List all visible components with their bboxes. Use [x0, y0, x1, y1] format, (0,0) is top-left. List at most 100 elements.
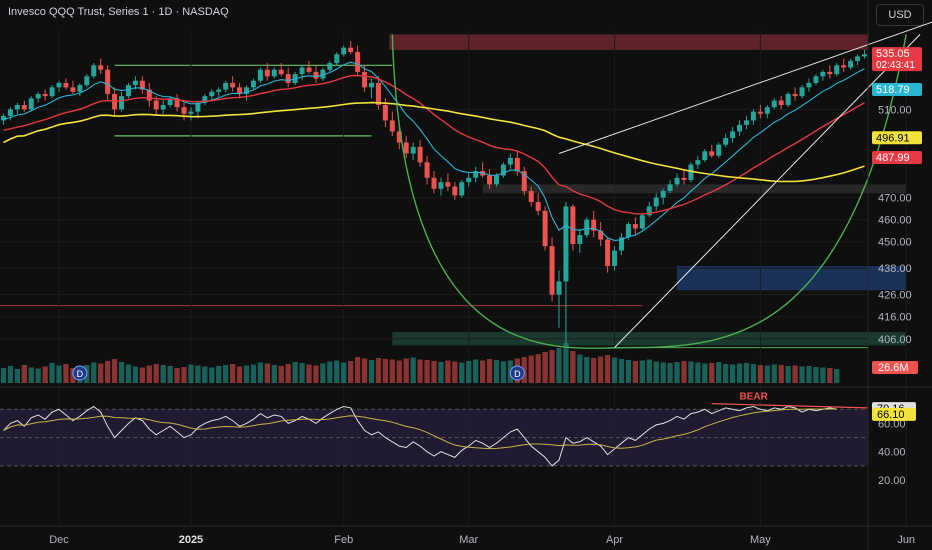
volume-bar — [334, 360, 340, 383]
candle-body — [84, 76, 90, 86]
candle-body — [327, 63, 333, 70]
volume-bar — [771, 364, 777, 383]
volume-bar — [111, 359, 118, 383]
candle-body — [785, 93, 791, 105]
candle-body — [806, 82, 812, 88]
ema-mid-line — [3, 74, 865, 215]
volume-label-box — [872, 361, 918, 374]
x-tick-label: 2025 — [179, 534, 203, 546]
volume-bar — [181, 367, 187, 383]
x-tick-label: Jun — [897, 534, 915, 546]
candle-body — [167, 98, 173, 105]
candle-body — [278, 69, 284, 75]
candle-body — [778, 100, 784, 105]
volume-bar — [292, 362, 298, 383]
candle-body — [834, 65, 840, 75]
volume-bar — [611, 357, 618, 383]
price-label: 487.99 — [876, 152, 910, 164]
volume-bar — [757, 365, 764, 383]
candle-body — [195, 102, 201, 112]
candle-body — [14, 104, 20, 110]
y-tick-label: 470.00 — [878, 193, 912, 205]
volume-bar — [750, 364, 757, 383]
candle-body — [35, 93, 41, 99]
volume-bar — [466, 361, 472, 383]
volume-bar — [736, 363, 743, 383]
candle-body — [188, 111, 194, 114]
candle-body — [410, 146, 416, 154]
volume-bar — [570, 351, 576, 383]
volume-bar — [209, 367, 215, 383]
volume-bar — [660, 362, 666, 383]
candle-body — [556, 281, 562, 295]
currency-button[interactable]: USD — [876, 4, 924, 26]
volume-bar — [723, 364, 729, 383]
volume-bar — [743, 363, 750, 383]
x-tick-label: Feb — [334, 534, 353, 546]
volume-bar — [313, 365, 319, 383]
volume-bar — [195, 365, 201, 383]
volume-bar — [764, 365, 770, 383]
volume-bar — [792, 365, 798, 383]
candle-body — [132, 80, 138, 86]
volume-bar — [354, 357, 361, 383]
candle-body — [591, 219, 597, 231]
volume-bar — [361, 358, 368, 383]
candle-body — [716, 144, 722, 156]
x-tick-label: Dec — [49, 534, 69, 546]
y-tick-label: 450.00 — [878, 237, 912, 249]
chart-title: Invesco QQQ Trust, Series 1 · 1D · NASDA… — [8, 6, 229, 18]
y-tick-label: 406.00 — [878, 334, 912, 346]
volume-bar — [813, 367, 819, 383]
candle-body — [577, 235, 583, 244]
candle-body — [827, 71, 833, 75]
volume-bar — [403, 358, 409, 383]
candle-body — [695, 160, 701, 165]
sma-long-line — [3, 101, 865, 183]
candle-body — [848, 60, 854, 68]
volume-bar — [202, 366, 208, 383]
candle-body — [855, 56, 861, 61]
candle-body — [618, 237, 624, 251]
rsi-tick-label: 40.00 — [878, 447, 906, 459]
volume-bar — [820, 367, 826, 383]
candle-body — [452, 186, 458, 196]
volume-bar — [229, 364, 236, 383]
candle-body — [799, 87, 805, 97]
volume-bar — [125, 364, 132, 383]
candle-body — [334, 54, 340, 64]
volume-bar — [653, 361, 659, 383]
volume-bar — [104, 361, 111, 383]
y-tick-label: 438.00 — [878, 263, 912, 275]
candle-body — [417, 146, 423, 163]
price-label-box — [872, 150, 922, 164]
volume-bar — [257, 362, 264, 383]
candle-body — [264, 69, 270, 77]
price-label-box — [872, 131, 922, 145]
candle-body — [257, 69, 263, 81]
volume-bar — [521, 357, 527, 383]
volume-bar — [709, 363, 715, 383]
candle-body — [250, 80, 256, 88]
candle-body — [355, 52, 361, 72]
volume-bar — [236, 366, 243, 383]
volume-bar — [42, 366, 48, 383]
volume-bar — [348, 361, 354, 383]
x-tick-label: Apr — [606, 534, 623, 546]
volume-bar — [21, 365, 27, 383]
candle-body — [49, 87, 55, 97]
bear-divergence-line — [711, 403, 869, 409]
volume-bar — [56, 365, 62, 383]
candle-body — [535, 202, 541, 211]
volume-bar — [49, 363, 55, 383]
volume-bar — [785, 366, 791, 383]
volume-bar — [223, 365, 229, 383]
candle-body — [389, 120, 395, 132]
volume-bar — [584, 357, 590, 383]
candle-body — [42, 93, 48, 97]
candle-body — [521, 171, 527, 191]
price-label: 496.91 — [876, 132, 910, 144]
candle-body — [202, 96, 208, 103]
rsi-value-label: 66.10 — [877, 409, 905, 421]
